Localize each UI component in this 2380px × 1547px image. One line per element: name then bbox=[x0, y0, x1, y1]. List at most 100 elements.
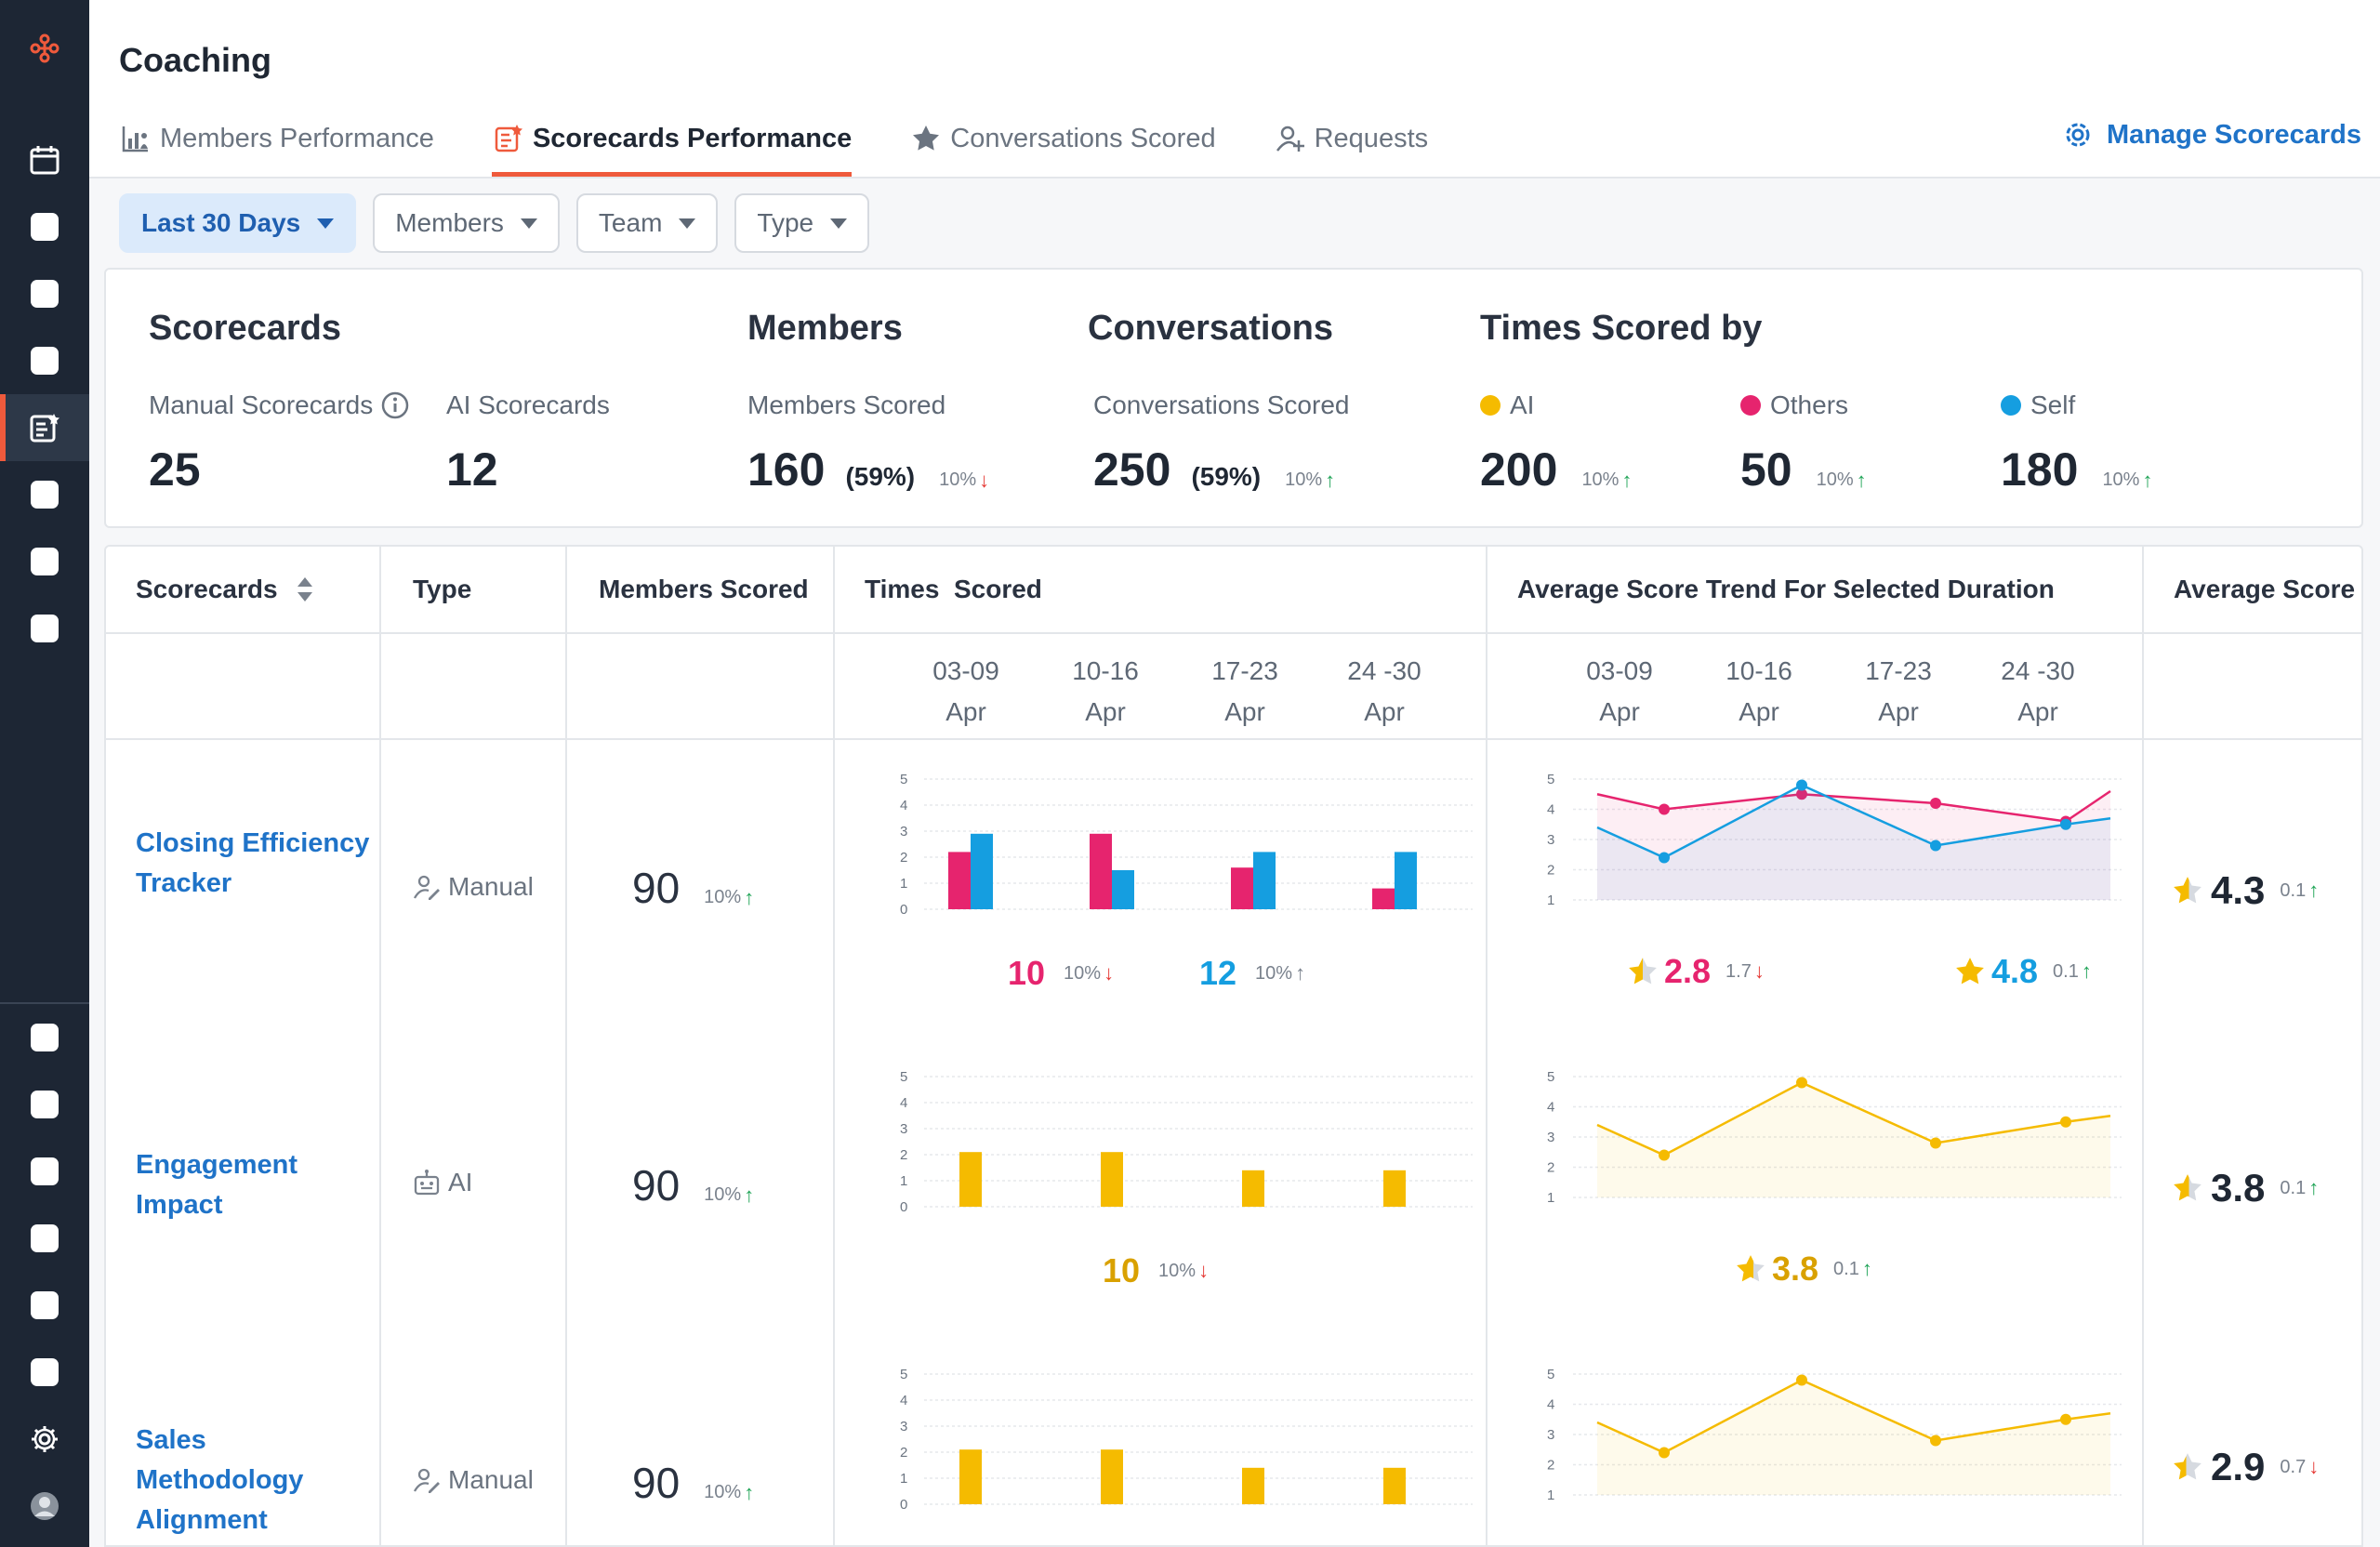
data-point bbox=[1659, 852, 1670, 864]
placeholder-icon bbox=[31, 1224, 59, 1252]
axis-tick-label: 1 bbox=[900, 876, 907, 892]
score-trend-line-chart: 5 4 3 2 1 bbox=[1547, 1069, 2122, 1206]
settings-nav-item[interactable] bbox=[0, 1406, 89, 1473]
scorecard-link-engagement-impact[interactable]: Engagement Impact bbox=[136, 1150, 298, 1220]
placeholder-icon bbox=[31, 1091, 59, 1118]
members-delta: 10% ↑ bbox=[704, 886, 754, 910]
data-point bbox=[1659, 1149, 1670, 1161]
average-delta: 0.7 ↓ bbox=[2280, 1455, 2319, 1479]
others-scored-count: 50 bbox=[1740, 443, 1792, 496]
scorecard-type-label: AI bbox=[448, 1168, 473, 1197]
data-point bbox=[2060, 1413, 2071, 1425]
arrow-up-icon: ↑ bbox=[2308, 1176, 2320, 1199]
tab-members-performance[interactable]: Members Performance bbox=[119, 112, 434, 165]
bar bbox=[971, 833, 993, 909]
scorecard-link-closing-efficiency[interactable]: Closing Efficiency Tracker bbox=[136, 828, 370, 898]
scorecard-link-sales-methodology[interactable]: Sales Methodology Alignment bbox=[136, 1425, 304, 1535]
tab-requests[interactable]: Requests bbox=[1274, 112, 1428, 165]
date-range-filter[interactable]: Last 30 Days bbox=[119, 193, 357, 253]
members-scored-label: Members Scored bbox=[747, 390, 946, 419]
nav-item[interactable] bbox=[0, 1205, 89, 1272]
caret-down-icon bbox=[317, 218, 335, 229]
bar bbox=[1253, 852, 1276, 909]
bar bbox=[1383, 1170, 1406, 1207]
ai-scored-value: 200 10% ↑ bbox=[1480, 443, 1632, 496]
average-score-value: 2.9 bbox=[2211, 1445, 2266, 1488]
user-avatar-item[interactable] bbox=[0, 1473, 89, 1540]
members-heading: Members bbox=[747, 309, 903, 348]
nav-item[interactable] bbox=[0, 193, 89, 260]
delta-value: 10% bbox=[1816, 469, 1854, 490]
legend-delta: 0.1 ↑ bbox=[1833, 1257, 1872, 1281]
ai-label: AI bbox=[1510, 390, 1535, 419]
conversations-scored-value: 250 (59%) 10% ↑ bbox=[1093, 443, 1335, 496]
axis-tick-label: 3 bbox=[1547, 1130, 1554, 1145]
scorecard-type: Manual bbox=[413, 872, 534, 902]
axis-tick-label: 0 bbox=[900, 1199, 907, 1215]
arrow-up-icon: ↑ bbox=[2081, 959, 2092, 983]
self-label: Self bbox=[2030, 390, 2076, 419]
members-filter[interactable]: Members bbox=[373, 193, 560, 253]
self-delta: 10% ↑ bbox=[2102, 469, 2152, 493]
type-filter[interactable]: Type bbox=[734, 193, 870, 253]
placeholder-icon bbox=[31, 1024, 59, 1051]
scorecards-column-header[interactable]: Scorecards bbox=[136, 575, 315, 604]
nav-item[interactable] bbox=[0, 1339, 89, 1406]
members-scored-value: 160 (59%) 10% ↓ bbox=[747, 443, 989, 496]
placeholder-icon bbox=[31, 615, 59, 642]
nav-item[interactable] bbox=[0, 1138, 89, 1205]
manage-scorecards-label: Manage Scorecards bbox=[2106, 119, 2361, 150]
nav-item[interactable] bbox=[0, 1071, 89, 1138]
half-star-icon bbox=[1737, 1255, 1765, 1282]
self-scored-value: 180 10% ↑ bbox=[2001, 443, 2152, 496]
axis-tick-label: 3 bbox=[900, 824, 907, 840]
times-scored-column-header: Times Scored bbox=[865, 575, 1042, 603]
nav-item[interactable] bbox=[0, 595, 89, 662]
nav-item[interactable] bbox=[0, 260, 89, 327]
delta-value: 10% bbox=[939, 469, 977, 490]
app-logo-icon[interactable] bbox=[28, 32, 61, 65]
star-icon bbox=[1956, 958, 1984, 985]
tab-conversations-scored[interactable]: Conversations Scored bbox=[909, 112, 1216, 165]
tab-label: Members Performance bbox=[160, 123, 434, 153]
ai-scored-label: AI bbox=[1480, 390, 1534, 420]
members-scored-cell: 90 10% ↑ bbox=[632, 1160, 754, 1210]
average-delta: 0.1 ↑ bbox=[2280, 1176, 2319, 1200]
sort-icon[interactable] bbox=[295, 575, 315, 603]
team-filter[interactable]: Team bbox=[575, 193, 719, 253]
filter-bar: Last 30 Days Members Team Type bbox=[119, 193, 886, 253]
user-request-icon bbox=[1274, 122, 1307, 155]
ai-scorecards-value: 12 bbox=[446, 443, 498, 496]
axis-tick-label: 4 bbox=[1547, 802, 1554, 818]
week-range: 17-23 bbox=[1865, 656, 1932, 685]
tab-scorecards-performance[interactable]: Scorecards Performance bbox=[491, 112, 853, 177]
manage-scorecards-button[interactable]: Manage Scorecards bbox=[2062, 119, 2361, 151]
self-scored-label: Self bbox=[2001, 390, 2075, 420]
coaching-nav-item[interactable] bbox=[0, 394, 89, 461]
caret-down-icon bbox=[830, 218, 848, 229]
conversations-scored-label: Conversations Scored bbox=[1093, 390, 1350, 419]
average-score-cell: 4.3 0.1 ↑ bbox=[2172, 868, 2319, 913]
week-month: Apr bbox=[1364, 697, 1405, 726]
nav-item[interactable] bbox=[0, 1272, 89, 1339]
axis-tick-label: 4 bbox=[900, 798, 907, 813]
calendar-nav-item[interactable] bbox=[0, 126, 89, 193]
nav-item[interactable] bbox=[0, 327, 89, 394]
placeholder-icon bbox=[31, 347, 59, 375]
axis-tick-label: 3 bbox=[1547, 832, 1554, 848]
data-point bbox=[1796, 1077, 1807, 1089]
axis-tick-label: 1 bbox=[1547, 892, 1554, 908]
week-header: 17-23 Apr bbox=[1184, 651, 1305, 733]
week-range: 17-23 bbox=[1211, 656, 1278, 685]
week-range: 24 -30 bbox=[2001, 656, 2075, 685]
axis-tick-label: 1 bbox=[1547, 1488, 1554, 1503]
column-divider bbox=[833, 547, 835, 1545]
data-point bbox=[2060, 1116, 2071, 1128]
delta-value: 10% bbox=[1064, 962, 1102, 984]
info-icon[interactable] bbox=[380, 390, 410, 420]
robot-icon bbox=[413, 1169, 441, 1197]
nav-item[interactable] bbox=[0, 461, 89, 528]
nav-item[interactable] bbox=[0, 528, 89, 595]
nav-item[interactable] bbox=[0, 1004, 89, 1071]
conversations-scored-count: 250 bbox=[1093, 443, 1171, 496]
